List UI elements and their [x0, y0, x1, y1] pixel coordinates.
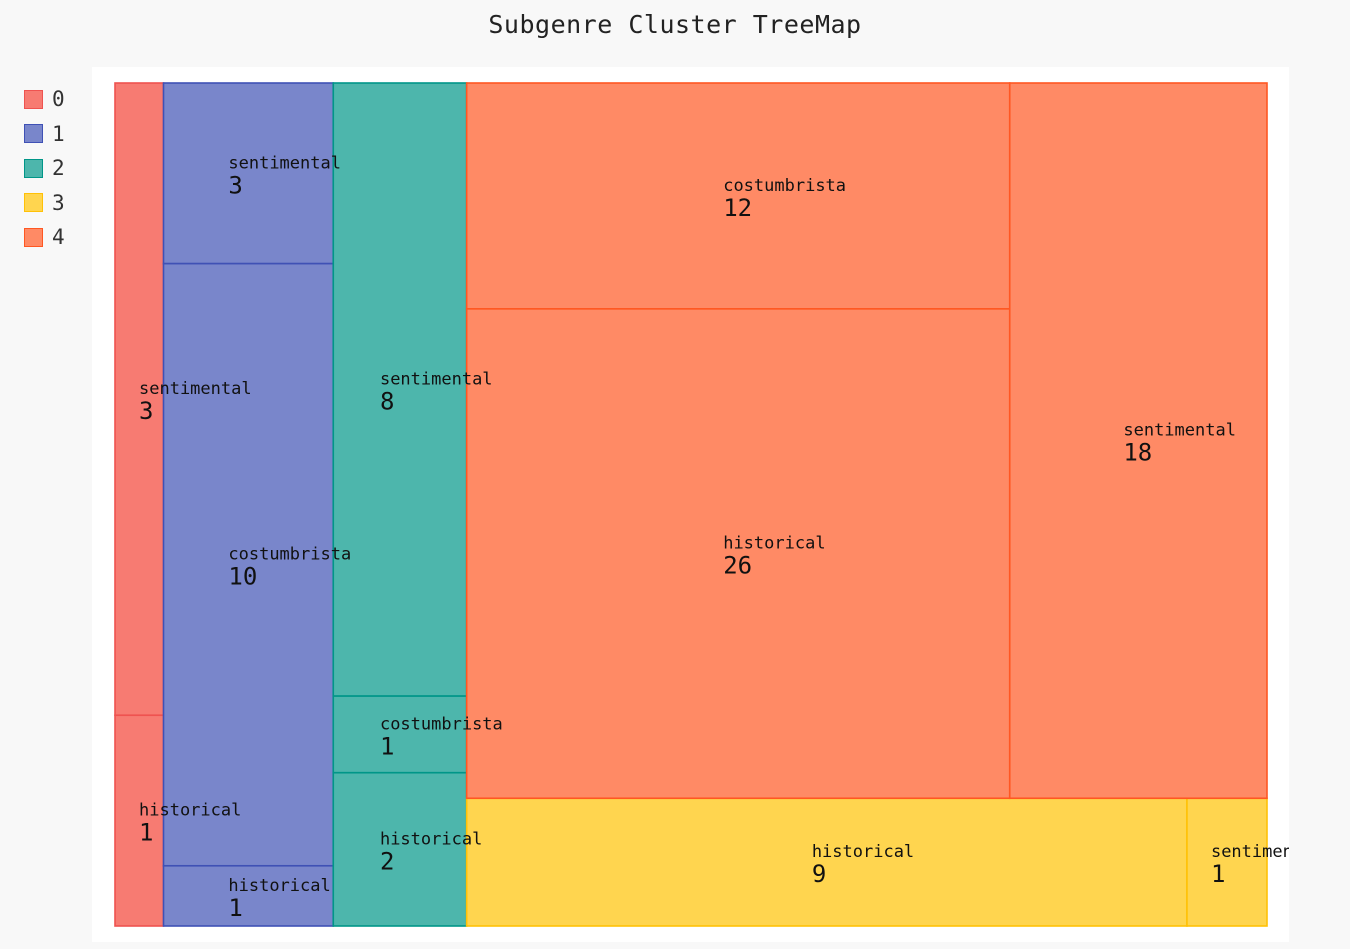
plot-area: sentimental 3 historical 1 sentimental 3 costu… — [92, 67, 1289, 942]
tile-label: historical — [723, 534, 825, 554]
legend-item-3[interactable]: 3 — [24, 186, 65, 221]
treemap-tile-4-historical[interactable] — [465, 308, 1011, 800]
legend-swatch — [24, 124, 43, 144]
tile-value: 26 — [723, 552, 752, 580]
tile-label: sentimental — [139, 379, 252, 399]
treemap-tile-3-historical[interactable] — [465, 797, 1188, 927]
tile-label: sentimental — [1123, 421, 1236, 441]
tile-label: costumbrista — [228, 545, 351, 565]
tile-value: 3 — [139, 397, 153, 425]
treemap-tile-1-costumbrista[interactable] — [162, 262, 335, 867]
legend-swatch — [24, 89, 43, 109]
treemap-tile-1-sentimental[interactable] — [162, 82, 335, 265]
tile-value: 1 — [1211, 860, 1225, 888]
treemap-tile-1-historical[interactable] — [162, 864, 335, 927]
treemap-tile-3-sentimental[interactable] — [1186, 797, 1268, 927]
tile-value: 9 — [812, 860, 826, 888]
tile-label: historical — [228, 876, 330, 896]
treemap-tile-2-historical[interactable] — [332, 771, 468, 927]
legend-item-2[interactable]: 2 — [24, 151, 65, 186]
legend-label: 2 — [52, 156, 65, 181]
legend-label: 1 — [52, 121, 65, 146]
tile-value: 3 — [228, 171, 242, 199]
tile-label: sentimental — [228, 153, 341, 173]
tile-label: historical — [139, 801, 241, 821]
treemap-tile-4-sentimental[interactable] — [1008, 82, 1268, 800]
legend-swatch — [24, 193, 43, 213]
tile-value: 2 — [380, 847, 394, 875]
legend-swatch — [24, 158, 43, 178]
treemap-tile-0-sentimental[interactable] — [114, 82, 165, 717]
tile-value: 1 — [228, 894, 242, 922]
tile-label: costumbrista — [723, 176, 846, 196]
tile-value: 1 — [380, 732, 394, 760]
treemap-svg: sentimental3historical1sentimental3costu… — [114, 82, 1289, 927]
legend: 0 1 2 3 4 — [24, 82, 65, 255]
chart-title: Subgenre Cluster TreeMap — [488, 10, 862, 39]
treemap-tile-0-historical[interactable] — [114, 714, 165, 927]
legend-item-0[interactable]: 0 — [24, 82, 65, 117]
tile-label: sentimental — [1211, 842, 1289, 862]
treemap-tile-2-sentimental[interactable] — [332, 82, 468, 697]
tile-label: historical — [812, 842, 914, 862]
tile-value: 10 — [228, 563, 257, 591]
legend-item-1[interactable]: 1 — [24, 117, 65, 152]
legend-label: 3 — [52, 190, 65, 215]
legend-item-4[interactable]: 4 — [24, 220, 65, 255]
legend-swatch — [24, 227, 43, 247]
tile-value: 12 — [723, 194, 752, 222]
legend-label: 0 — [52, 87, 65, 112]
tile-label: costumbrista — [380, 714, 503, 734]
tile-value: 18 — [1123, 439, 1152, 467]
tile-value: 8 — [380, 388, 394, 416]
tile-value: 1 — [139, 819, 153, 847]
tile-label: sentimental — [380, 370, 493, 390]
legend-label: 4 — [52, 225, 65, 250]
tile-label: historical — [380, 829, 482, 849]
